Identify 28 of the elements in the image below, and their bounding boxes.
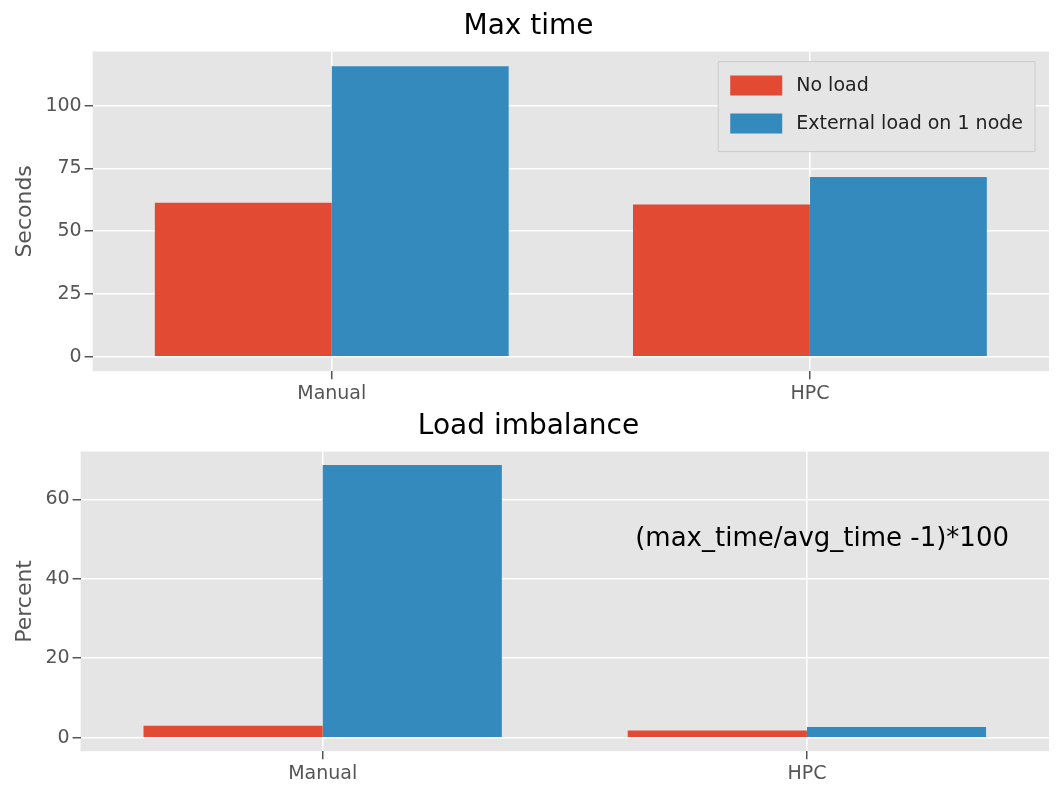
bar: [322, 465, 502, 737]
annotation: (max_time/avg_time -1)*100: [635, 522, 1009, 553]
chart-title: Max time: [463, 8, 594, 42]
x-tick-label: HPC: [790, 380, 830, 403]
bar: [806, 726, 987, 737]
x-tick-label: Manual: [297, 380, 367, 403]
bar: [143, 725, 323, 737]
legend-label: No load: [796, 72, 869, 95]
y-tick-label: 0: [69, 343, 82, 366]
y-tick-label: 75: [57, 155, 82, 178]
y-tick-label: 50: [57, 218, 82, 241]
y-axis-title: Seconds: [10, 165, 36, 258]
bar: [809, 176, 987, 356]
y-tick-label: 100: [45, 92, 82, 115]
bar: [331, 66, 509, 356]
y-tick-label: 60: [45, 486, 70, 509]
bar: [154, 202, 332, 356]
x-tick-label: Manual: [288, 760, 358, 783]
bar: [627, 730, 807, 737]
legend-label: External load on 1 node: [796, 110, 1024, 133]
y-axis-title: Percent: [10, 559, 36, 643]
y-tick-label: 25: [57, 280, 82, 303]
y-tick-label: 40: [45, 565, 70, 588]
y-tick-label: 20: [45, 645, 70, 668]
bar: [632, 204, 810, 356]
x-tick-label: HPC: [787, 760, 827, 783]
chart-title: Load imbalance: [417, 408, 640, 442]
y-tick-label: 0: [57, 724, 70, 747]
